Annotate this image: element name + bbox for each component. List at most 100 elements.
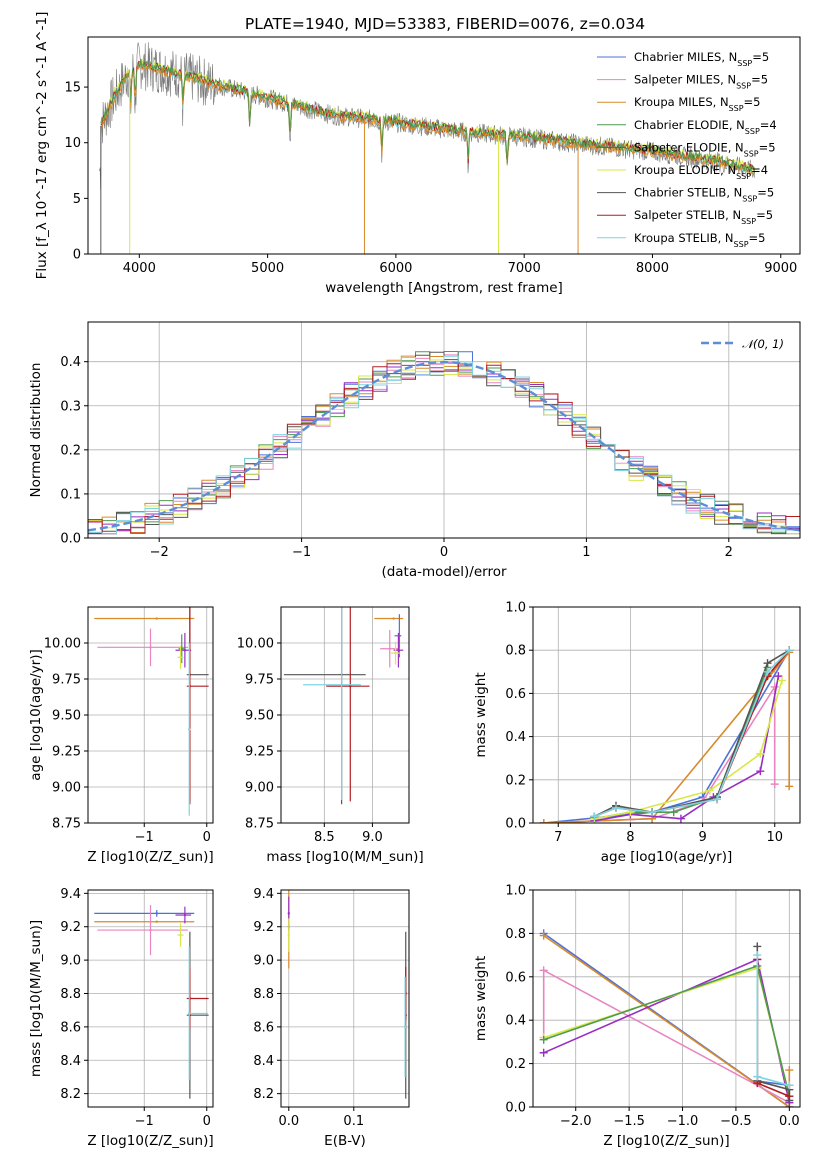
y-axis-label: age [log10(age/yr)] bbox=[28, 649, 44, 781]
plot-area bbox=[283, 607, 404, 805]
y-tick-label: 0.1 bbox=[60, 487, 81, 502]
series-line bbox=[594, 667, 769, 820]
data-point bbox=[155, 912, 158, 915]
y-tick-label: 0.0 bbox=[505, 1101, 526, 1116]
y-tick-label: 9.75 bbox=[52, 673, 81, 688]
axes-frame bbox=[532, 606, 801, 824]
y-tick-label: 0.8 bbox=[505, 927, 526, 942]
y-tick-label: 1.0 bbox=[505, 601, 526, 616]
legend-label: 𝒩(0, 1) bbox=[742, 337, 784, 351]
y-tick-label: 0.8 bbox=[505, 644, 526, 659]
series-marker bbox=[539, 931, 548, 940]
y-tick-label: 8.8 bbox=[60, 987, 81, 1002]
series-marker bbox=[770, 780, 779, 789]
axes-frame bbox=[280, 889, 410, 1108]
series-marker bbox=[539, 1048, 548, 1057]
legend-subscript: SSP bbox=[741, 217, 756, 226]
series-marker bbox=[763, 659, 772, 668]
x-tick-label: 8000 bbox=[636, 261, 669, 276]
y-tick-label: 0.3 bbox=[60, 399, 81, 414]
legend-label: Chabrier ELODIE, NSSP=4 bbox=[634, 118, 777, 136]
legend-label: Salpeter ELODIE, NSSP=5 bbox=[634, 140, 776, 158]
y-tick-label: 0.6 bbox=[505, 970, 526, 985]
plot-area bbox=[94, 905, 209, 1099]
data-point bbox=[155, 617, 158, 620]
series-line bbox=[543, 964, 791, 1097]
series-marker bbox=[611, 803, 620, 812]
y-tick-label: 8.2 bbox=[253, 1087, 274, 1102]
series-marker bbox=[770, 682, 779, 691]
y-axis-label: Flux [f_λ 10^-17 erg cm^-2 s^-1 A^-1] bbox=[34, 12, 50, 280]
model-spectrum-line bbox=[100, 61, 756, 176]
series-marker bbox=[753, 942, 762, 951]
data-point bbox=[149, 928, 152, 932]
plot-area bbox=[539, 929, 794, 1107]
y-axis-label: mass weight bbox=[473, 956, 489, 1041]
y-tick-label: 15 bbox=[64, 81, 81, 96]
data-point bbox=[183, 913, 187, 917]
plot-area bbox=[94, 607, 209, 816]
series-marker bbox=[648, 808, 657, 817]
x-tick-label: 0 bbox=[203, 830, 211, 845]
y-axis-label: mass weight bbox=[473, 672, 489, 757]
y-tick-label: 8.75 bbox=[245, 817, 274, 832]
y-tick-label: 10 bbox=[64, 136, 81, 151]
series-marker bbox=[713, 795, 722, 804]
y-axis-label: mass [log10(M/M_sun)] bbox=[28, 920, 44, 1077]
y-tick-label: 9.4 bbox=[60, 887, 81, 902]
x-tick-label: −1 bbox=[135, 830, 154, 845]
y-tick-label: 10.00 bbox=[237, 637, 274, 652]
mass-vs-ebv-panel: 0.0 0.1 8.2 8.4 8.6 8.8 9.0 9.2 9.4 E(B-V) bbox=[253, 887, 410, 1149]
data-point bbox=[388, 647, 391, 650]
massweight-vs-age-panel: 7 8 9 10 0.0 0.2 0.4 0.6 0.8 1.0 age [log10(age/yr… bbox=[473, 601, 801, 865]
x-axis-label: E(B-V) bbox=[324, 1133, 366, 1149]
series-line bbox=[594, 649, 790, 818]
series-marker bbox=[705, 786, 714, 795]
plot-area bbox=[88, 351, 800, 535]
x-tick-label: 9 bbox=[698, 830, 706, 845]
y-tick-label: 9.25 bbox=[52, 745, 81, 760]
x-tick-label: −0.5 bbox=[720, 1114, 752, 1129]
x-tick-label: −2.0 bbox=[560, 1114, 592, 1129]
y-tick-label: 9.2 bbox=[60, 920, 81, 935]
x-tick-label: −1.5 bbox=[613, 1114, 645, 1129]
legend-subscript: SSP bbox=[742, 194, 757, 203]
residual-histogram-step bbox=[88, 355, 800, 535]
data-point bbox=[188, 1012, 191, 1015]
y-tick-label: 0 bbox=[73, 248, 81, 263]
series-line bbox=[594, 649, 790, 818]
x-tick-label: 5000 bbox=[251, 261, 284, 276]
y-tick-label: 10.00 bbox=[44, 637, 81, 652]
y-tick-label: 9.00 bbox=[245, 781, 274, 796]
x-tick-label: 8 bbox=[626, 830, 634, 845]
legend-subscript: SSP bbox=[736, 81, 751, 90]
x-tick-label: 4000 bbox=[123, 261, 156, 276]
x-tick-label: 9.0 bbox=[362, 830, 383, 845]
data-point bbox=[287, 933, 290, 937]
axes-frame bbox=[532, 889, 801, 1108]
series-marker bbox=[785, 1092, 794, 1101]
y-tick-label: 0.2 bbox=[60, 443, 81, 458]
series-line bbox=[543, 650, 790, 823]
massweight-vs-metallicity-panel: −2.0 −1.5 −1.0 −0.5 0.0 0.0 0.2 0.4 0.6 0.8 1.0 Z [… bbox=[473, 884, 801, 1149]
series-marker bbox=[777, 676, 786, 685]
series-marker bbox=[785, 782, 794, 791]
y-tick-label: 9.0 bbox=[253, 954, 274, 969]
y-tick-label: 0.0 bbox=[505, 817, 526, 832]
y-tick-label: 0.4 bbox=[505, 730, 526, 745]
x-tick-label: −1.0 bbox=[667, 1114, 699, 1129]
legend-label: Salpeter STELIB, NSSP=5 bbox=[634, 208, 773, 226]
residual-histogram-step bbox=[88, 359, 800, 535]
x-axis-label: age [log10(age/yr)] bbox=[601, 849, 733, 865]
plot-area bbox=[287, 890, 407, 1099]
y-tick-label: 0.4 bbox=[60, 355, 81, 370]
age-vs-mass-panel: 8.5 9.0 8.75 9.00 9.25 9.50 9.75 10.00 mass [log… bbox=[237, 606, 424, 865]
x-axis-label: (data-model)/error bbox=[381, 564, 507, 580]
x-tick-label: −1 bbox=[135, 1114, 154, 1129]
series-marker bbox=[590, 812, 599, 821]
data-point bbox=[340, 683, 343, 686]
y-tick-label: 9.50 bbox=[245, 709, 274, 724]
legend-subscript: SSP bbox=[745, 126, 760, 135]
data-point bbox=[397, 649, 400, 652]
